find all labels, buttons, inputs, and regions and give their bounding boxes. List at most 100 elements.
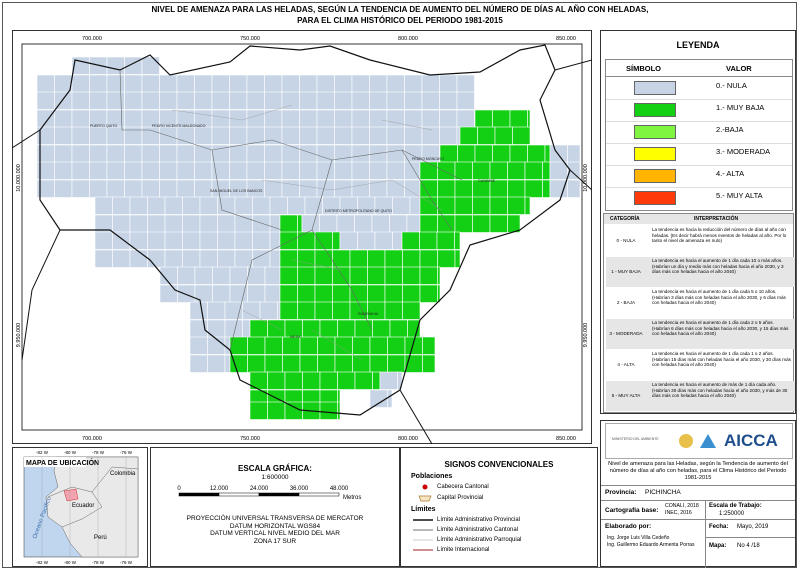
x-coordinate-label: 850.000 bbox=[556, 436, 576, 442]
hazard-cell bbox=[352, 336, 371, 355]
hazard-cell bbox=[389, 214, 408, 233]
hazard-cell bbox=[524, 179, 543, 198]
hazard-cell bbox=[421, 74, 440, 93]
hazard-cell bbox=[89, 144, 108, 163]
interpretation-category: 3 - MODERADA bbox=[609, 331, 643, 336]
hazard-cell bbox=[281, 74, 300, 93]
hazard-cell bbox=[507, 179, 526, 198]
legend-label: 1.- MUY BAJA bbox=[716, 103, 765, 112]
hazard-cell bbox=[71, 109, 90, 128]
hazard-cell bbox=[281, 91, 300, 110]
location-graticule: -82 W -82 W -80 W -80 W -78 W -78 W -76 W -76 W bbox=[36, 450, 133, 565]
hazard-cell bbox=[354, 371, 373, 390]
hazard-cell bbox=[229, 126, 248, 145]
graticule-label: -76 W bbox=[120, 560, 133, 565]
hazard-cell bbox=[304, 196, 323, 215]
hazard-cell bbox=[421, 91, 440, 110]
scale-tick-label: 12.000 bbox=[210, 486, 229, 492]
hazard-cell bbox=[474, 109, 493, 128]
hazard-cell bbox=[279, 266, 298, 285]
hazard-cell bbox=[71, 161, 90, 180]
conventions-panel: SIGNOS CONVENCIONALES Poblaciones Cabece… bbox=[400, 447, 598, 567]
hazard-cell bbox=[337, 401, 341, 420]
hazard-cell bbox=[507, 196, 526, 215]
hazard-cell bbox=[297, 284, 316, 303]
author-label: Elaborado por: bbox=[605, 523, 652, 530]
legend-header-cell: SÍMBOLO bbox=[626, 64, 661, 73]
hazard-cell bbox=[264, 144, 283, 163]
legend-header-cell: VALOR bbox=[726, 64, 752, 73]
hazard-cell bbox=[36, 109, 55, 128]
hazard-cell bbox=[392, 231, 403, 250]
legend-swatch bbox=[634, 169, 676, 183]
hazard-cell bbox=[199, 214, 218, 233]
interpretation-row: 1 - MUY BAJA La tendencia es hacia el aum… bbox=[606, 257, 795, 287]
hazard-cell bbox=[384, 301, 403, 320]
legend-swatch bbox=[634, 191, 676, 205]
hazard-cell bbox=[367, 284, 386, 303]
hazard-cell bbox=[456, 74, 475, 93]
hazard-cell bbox=[316, 109, 335, 128]
hazard-cell bbox=[176, 179, 195, 198]
hazard-cell bbox=[176, 144, 195, 163]
province-label: Provincia: bbox=[605, 489, 637, 496]
work-scale-label: Escala de Trabajo: bbox=[709, 503, 762, 509]
hazard-cell bbox=[437, 214, 456, 233]
hazard-cell bbox=[509, 109, 528, 128]
hazard-cell bbox=[332, 231, 341, 250]
hazard-cell bbox=[284, 371, 303, 390]
hazard-cell bbox=[492, 144, 511, 163]
hazard-cell bbox=[384, 249, 403, 268]
title-line: PARA EL CLIMA HISTÓRICO DEL PERIODO 1981… bbox=[297, 16, 503, 25]
hazard-cell bbox=[264, 284, 281, 303]
hazard-cell bbox=[512, 126, 531, 145]
hazard-cell bbox=[351, 126, 370, 145]
scale-tick-label: 48.000 bbox=[330, 486, 349, 492]
hazard-cell bbox=[316, 74, 335, 93]
hazard-cell bbox=[246, 161, 265, 180]
interpretation-header-cell: CATEGORÍA bbox=[610, 216, 640, 222]
hazard-cell bbox=[176, 74, 195, 93]
hazard-cell bbox=[509, 144, 528, 163]
hazard-cell bbox=[459, 126, 478, 145]
title-line: NIVEL DE AMENAZA PARA LAS HELADAS, SEGÚN… bbox=[151, 5, 649, 14]
hazard-cell bbox=[371, 214, 390, 233]
divider bbox=[601, 485, 795, 486]
legend-label: 0.- NULA bbox=[716, 81, 747, 90]
hazard-cell bbox=[334, 109, 353, 128]
hazard-cell bbox=[316, 161, 335, 180]
hazard-cell bbox=[299, 336, 318, 355]
hazard-cell bbox=[334, 144, 353, 163]
map-number-value: No 4 /18 bbox=[737, 543, 760, 549]
hazard-cell bbox=[247, 266, 266, 285]
hazard-cell bbox=[299, 91, 318, 110]
hazard-cell bbox=[386, 109, 405, 128]
hazard-cell bbox=[402, 301, 421, 320]
place-label: PUERTO QUITO bbox=[90, 124, 117, 128]
interpretation-row: 4 - ALTA La tendencia es hacia el aumento… bbox=[606, 350, 795, 380]
hazard-cell bbox=[299, 144, 318, 163]
hazard-cell bbox=[264, 354, 283, 373]
hazard-cell bbox=[264, 91, 283, 110]
country-label: Colombia bbox=[110, 471, 136, 477]
hazard-cell bbox=[404, 74, 423, 93]
hazard-cell bbox=[112, 196, 131, 215]
hazard-cell bbox=[474, 144, 493, 163]
hazard-cell bbox=[211, 74, 230, 93]
hazard-cell bbox=[334, 179, 353, 198]
hazard-cell bbox=[252, 214, 271, 233]
hazard-cell bbox=[106, 144, 125, 163]
hazard-cell bbox=[402, 284, 421, 303]
hazard-cell bbox=[369, 74, 388, 93]
date-label: Fecha: bbox=[709, 524, 729, 530]
graticule-label: -80 W bbox=[64, 450, 77, 455]
map-number-label: Mapa: bbox=[709, 543, 727, 549]
hazard-cell bbox=[112, 214, 131, 233]
hazard-cell bbox=[129, 196, 148, 215]
hazard-cell bbox=[402, 249, 421, 268]
hazard-cell bbox=[246, 109, 265, 128]
author: Ing. Jorge Luis Villa Cedeño bbox=[607, 535, 670, 541]
hazard-cell bbox=[369, 109, 388, 128]
hazard-cell bbox=[54, 126, 73, 145]
hazard-cell bbox=[542, 179, 551, 198]
